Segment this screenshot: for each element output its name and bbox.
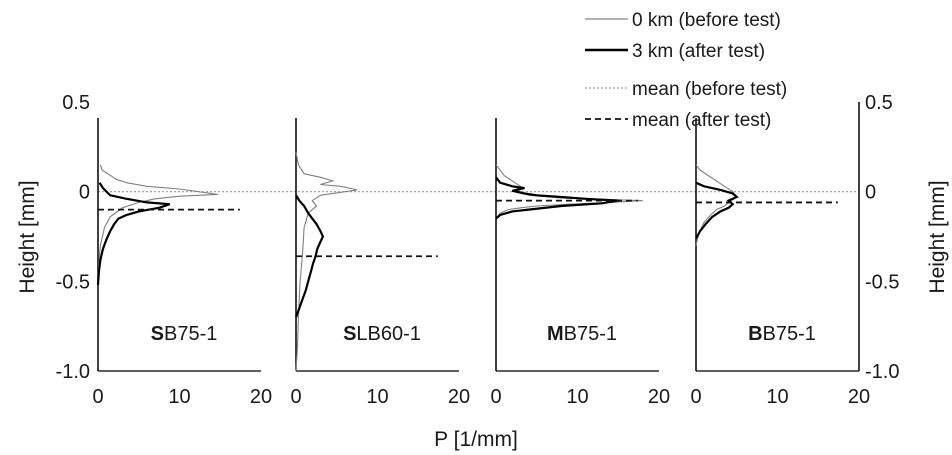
panel-3: 0 10 20 MB75-1: [490, 118, 670, 408]
y-axis-label-left: Height [mm]: [16, 180, 39, 293]
panel-title-bold: S: [343, 323, 356, 345]
x-tick-label: 20: [448, 386, 470, 408]
x-tick-label: 0: [92, 386, 103, 408]
panel-title: SB75-1: [151, 323, 218, 345]
panel-title-bold: M: [547, 323, 564, 345]
panel-title-bold: S: [151, 323, 164, 345]
panel-title-bold: B: [748, 323, 762, 345]
panel-title: SLB60-1: [343, 323, 421, 345]
y-tick-label-right: 0: [865, 182, 876, 204]
x-tick-label: 0: [290, 386, 301, 408]
x-tick-label: 20: [848, 386, 870, 408]
x-tick-label: 10: [168, 386, 190, 408]
panel-title-rest: B75-1: [763, 323, 816, 345]
x-tick-label: 0: [490, 386, 501, 408]
y-tick-label-left: -0.5: [56, 271, 90, 293]
panel-4: 0 10 20 BB75-1: [690, 118, 870, 408]
x-tick-label: 10: [566, 386, 588, 408]
legend-label-after: 3 km (after test): [632, 41, 765, 62]
y-axis-label-right: Height [mm]: [926, 180, 949, 293]
x-tick-label: 20: [250, 386, 272, 408]
panel-title: MB75-1: [547, 323, 617, 345]
panel-2: 0 10 20 SLB60-1: [290, 118, 470, 408]
series-before-test: [97, 164, 218, 282]
series-after-test: [695, 181, 739, 239]
panel-title-rest: LB60-1: [356, 323, 421, 345]
legend: 0 km (before test) 3 km (after test) mea…: [585, 10, 787, 131]
legend-label-mean-before: mean (before test): [632, 79, 787, 100]
y-tick-label-left: 0: [79, 182, 90, 204]
legend-label-mean-after: mean (after test): [632, 110, 771, 131]
y-tick-label-right: 0.5: [865, 92, 893, 114]
series-after-test: [96, 182, 171, 285]
y-tick-label-left: 0.5: [62, 92, 90, 114]
x-tick-label: 20: [648, 386, 670, 408]
x-tick-label: 10: [366, 386, 388, 408]
legend-label-before: 0 km (before test): [632, 10, 781, 31]
panel-1: 0 10 20 SB75-1: [92, 118, 272, 408]
panel-title-rest: B75-1: [164, 323, 217, 345]
x-tick-label: 0: [690, 386, 701, 408]
y-tick-label-right: -0.5: [865, 271, 899, 293]
series-before-test: [295, 152, 358, 372]
panel-title: BB75-1: [748, 323, 816, 345]
y-tick-label-right: -1.0: [865, 361, 899, 383]
series-after-test: [495, 176, 619, 220]
panel-title-rest: B75-1: [564, 323, 617, 345]
series-after-test: [294, 194, 325, 318]
x-axis-label: P [1/mm]: [434, 428, 518, 451]
x-tick-label: 10: [766, 386, 788, 408]
y-tick-label-left: -1.0: [56, 361, 90, 383]
